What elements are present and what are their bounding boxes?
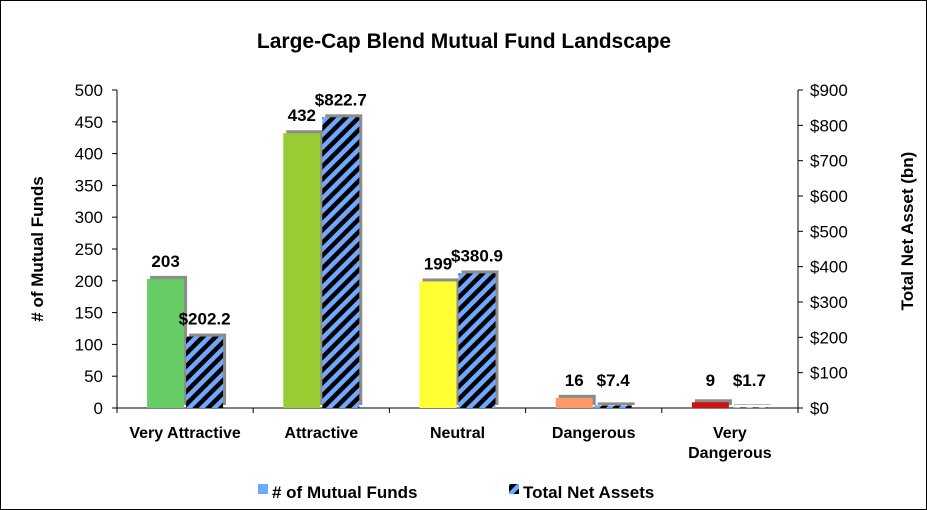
legend: # of Mutual Funds Total Net Assets [258, 483, 654, 502]
y-tick-label-left: 50 [84, 367, 103, 386]
y-tick-label-left: 350 [75, 176, 103, 195]
data-label-mutual-funds-attractive: 432 [288, 106, 316, 125]
y-axis-label-right: Total Net Asset (bn) [898, 152, 917, 311]
y-tick-label-left: 500 [75, 81, 103, 100]
bar-mutual-funds-very-attractive [147, 278, 185, 408]
x-tick-label-very-dangerous: Very Dangerous [688, 425, 772, 462]
bar-mutual-funds-neutral [419, 281, 457, 408]
bar-mutual-funds-very-dangerous [691, 402, 729, 408]
y-tick-label-left: 250 [75, 240, 103, 259]
y-tick-label-right: $800 [810, 116, 848, 135]
data-label-mutual-funds-neutral: 199 [424, 254, 452, 273]
axes: 0 50 100 150 200 250 300 350 400 450 500 $0 $100 $200… [75, 81, 848, 462]
y-tick-label-left: 100 [75, 335, 103, 354]
y-tick-label-left: 200 [75, 272, 103, 291]
legend-swatch-mutual-funds [258, 484, 268, 494]
chart-title: Large-Cap Blend Mutual Fund Landscape [257, 30, 671, 53]
data-label-mutual-funds-very-dangerous: 9 [706, 371, 715, 390]
y-tick-label-right: $700 [810, 152, 848, 171]
bar-total-net-assets-neutral [458, 273, 496, 408]
data-label-total-net-assets-very-attractive: $202.2 [179, 310, 231, 329]
bar-shadow-total-net-assets-dangerous [597, 402, 635, 405]
y-axis-label-left: # of Mutual Funds [28, 176, 47, 321]
x-tick-label-attractive: Attractive [284, 425, 358, 442]
bar-total-net-assets-dangerous [594, 405, 632, 408]
data-label-total-net-assets-dangerous: $7.4 [597, 371, 631, 390]
bar-shadow-mutual-funds-very-dangerous [694, 399, 732, 405]
y-tick-label-left: 150 [75, 304, 103, 323]
y-tick-label-right: $0 [810, 399, 829, 418]
y-tick-label-right: $400 [810, 258, 848, 277]
bar-total-net-assets-very-dangerous [730, 407, 768, 408]
data-label-total-net-assets-very-dangerous: $1.7 [733, 371, 766, 390]
bar-shadow-total-net-assets-very-dangerous [733, 404, 771, 405]
y-tick-label-left: 450 [75, 113, 103, 132]
y-tick-label-right: $100 [810, 364, 848, 383]
legend-swatch-total-net-assets [509, 484, 519, 494]
data-labels: 203 $202.2 432$822.7 199$380.9 16 $7.4 9 $1.7 [151, 90, 766, 390]
legend-label-mutual-funds: # of Mutual Funds [272, 483, 417, 502]
data-label-mutual-funds-very-attractive: 203 [151, 252, 179, 271]
y-tick-label-right: $500 [810, 222, 848, 241]
x-tick-label-dangerous: Dangerous [552, 425, 636, 442]
legend-label-total-net-assets: Total Net Assets [523, 483, 654, 502]
y-tick-label-right: $600 [810, 187, 848, 206]
y-tick-label-left: 400 [75, 145, 103, 164]
bar-mutual-funds-dangerous [555, 397, 593, 408]
y-tick-label-left: 0 [94, 399, 103, 418]
y-tick-label-right: $900 [810, 81, 848, 100]
x-tick-label-neutral: Neutral [430, 425, 485, 442]
bars [147, 114, 771, 409]
bar-total-net-assets-attractive [322, 117, 360, 408]
data-label-mutual-funds-dangerous: 16 [565, 371, 584, 390]
y-tick-label-left: 300 [75, 208, 103, 227]
data-label-total-net-assets-neutral: $380.9 [451, 246, 503, 265]
x-tick-label-very-attractive: Very Attractive [129, 425, 241, 442]
bar-mutual-funds-attractive [283, 133, 321, 409]
y-tick-label-right: $200 [810, 328, 848, 347]
bar-total-net-assets-very-attractive [186, 336, 224, 408]
y-tick-label-right: $300 [810, 293, 848, 312]
data-label-total-net-assets-attractive: $822.7 [315, 90, 367, 109]
